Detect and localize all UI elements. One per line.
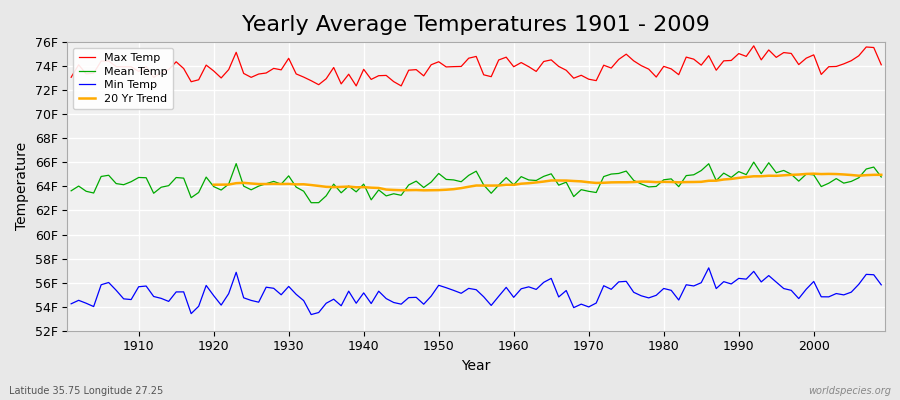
Mean Temp	[306, 200, 317, 205]
20 Yr Trend	[680, 180, 691, 184]
Min Temp	[66, 301, 77, 306]
Legend: Max Temp, Mean Temp, Min Temp, 20 Yr Trend: Max Temp, Mean Temp, Min Temp, 20 Yr Tre…	[73, 48, 173, 109]
20 Yr Trend	[208, 182, 219, 187]
Line: Mean Temp: Mean Temp	[71, 162, 881, 203]
Max Temp	[876, 62, 886, 67]
Min Temp	[876, 282, 886, 287]
Min Temp	[508, 295, 519, 300]
Min Temp	[343, 289, 354, 294]
X-axis label: Year: Year	[462, 359, 490, 373]
Max Temp	[508, 64, 519, 69]
Text: Latitude 35.75 Longitude 27.25: Latitude 35.75 Longitude 27.25	[9, 386, 163, 396]
Min Temp	[516, 286, 526, 291]
Mean Temp	[748, 160, 759, 164]
Max Temp	[66, 75, 77, 80]
20 Yr Trend	[808, 171, 819, 176]
Line: 20 Yr Trend: 20 Yr Trend	[213, 174, 881, 190]
Max Temp	[748, 44, 759, 48]
Mean Temp	[126, 179, 137, 184]
Max Temp	[126, 64, 137, 69]
20 Yr Trend	[410, 188, 421, 192]
Text: worldspecies.org: worldspecies.org	[808, 386, 891, 396]
Min Temp	[703, 266, 714, 270]
Mean Temp	[508, 182, 519, 187]
20 Yr Trend	[770, 174, 781, 178]
Max Temp	[516, 60, 526, 65]
Line: Max Temp: Max Temp	[71, 46, 881, 86]
Mean Temp	[343, 184, 354, 188]
Min Temp	[126, 297, 137, 302]
20 Yr Trend	[876, 172, 886, 177]
Max Temp	[336, 82, 346, 86]
20 Yr Trend	[860, 173, 871, 178]
Mean Temp	[516, 174, 526, 179]
Max Temp	[351, 84, 362, 88]
Mean Temp	[606, 172, 616, 176]
Min Temp	[291, 292, 302, 297]
Min Temp	[606, 287, 616, 292]
Y-axis label: Temperature: Temperature	[15, 142, 29, 230]
20 Yr Trend	[418, 188, 429, 193]
Min Temp	[306, 312, 317, 317]
Line: Min Temp: Min Temp	[71, 268, 881, 314]
Title: Yearly Average Temperatures 1901 - 2009: Yearly Average Temperatures 1901 - 2009	[242, 15, 710, 35]
20 Yr Trend	[298, 182, 309, 187]
Mean Temp	[291, 185, 302, 190]
Max Temp	[291, 72, 302, 76]
Mean Temp	[66, 188, 77, 193]
Max Temp	[606, 66, 616, 70]
Mean Temp	[876, 174, 886, 179]
20 Yr Trend	[786, 172, 796, 177]
